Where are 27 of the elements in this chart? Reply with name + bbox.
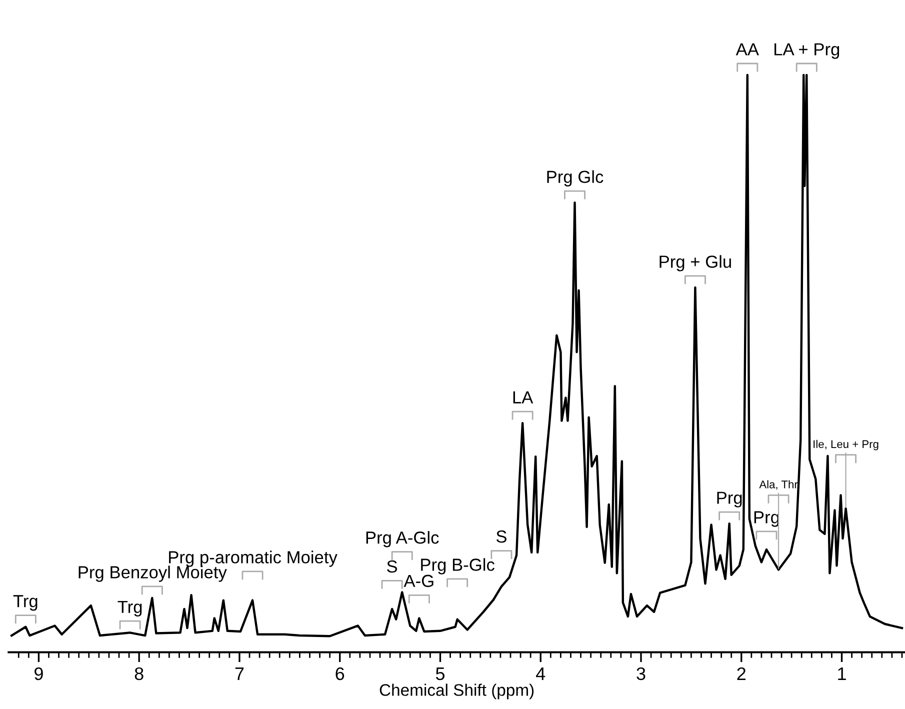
annotation: Prg Benzoyl Moiety [78,566,227,582]
annotation: Ile, Leu + Prg [814,440,878,450]
x-tick-label: 4 [536,668,546,680]
annotation: Prg B-Glc [421,558,494,574]
x-tick-label: 9 [34,667,43,680]
annotation: A-G [404,574,434,588]
annotation: Trg [118,600,142,616]
x-tick-label: 8 [134,667,144,680]
annotation: S [496,530,506,543]
annotation: S [387,560,398,573]
annotation: LA + Prg [774,43,840,59]
annotation: Prg p-aromatic Moiety [169,550,338,567]
x-tick-label: 5 [436,668,444,680]
annotation: Prg + Glu [660,255,731,272]
annotation: AA [736,43,759,56]
annotation: Trg [13,595,38,611]
x-axis-title: Chemical Shift (ppm) [380,684,534,700]
annotation: Prg Glc [547,170,604,186]
x-tick-label: 1 [838,668,846,680]
annotation: Ala, Thr [759,480,798,490]
x-tick-label: 6 [336,667,344,680]
annotation: LA [513,391,534,404]
x-tick-label: 2 [737,667,746,680]
x-tick-label: 3 [636,667,646,680]
annotation: Prg [717,492,742,508]
x-tick-label: 7 [235,668,244,680]
annotation: Prg A-Glc [366,531,439,548]
